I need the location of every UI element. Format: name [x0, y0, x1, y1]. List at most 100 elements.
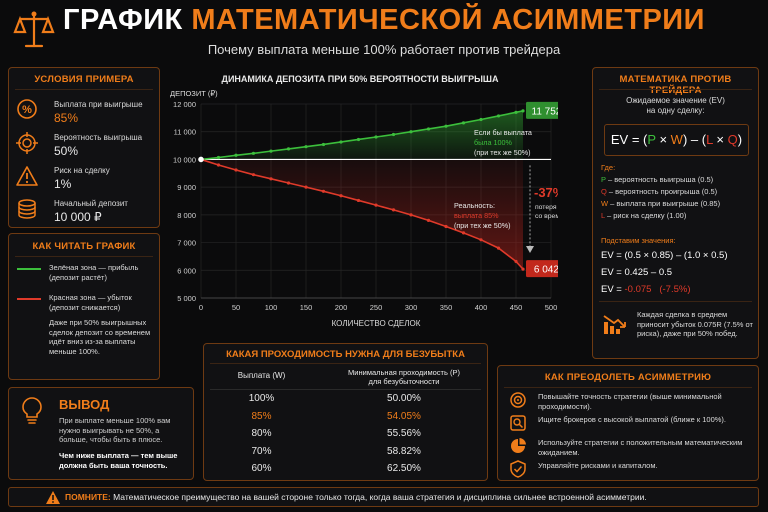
def-line: P – вероятность выигрыша (0.5) [601, 175, 756, 187]
data-point-green [339, 140, 343, 144]
overcome-item-text: Управляйте рисками и капиталом. [538, 461, 658, 470]
title-orange: МАТЕМАТИЧЕСКОЙ АСИММЕТРИИ [191, 4, 705, 36]
data-point-red [496, 246, 501, 250]
def-text: – вероятность проигрыша (0.5) [606, 187, 718, 196]
math-note: Каждая сделка в среднем приносит убыток … [637, 310, 753, 338]
annotation-green-l1: Если бы выплата [474, 128, 532, 137]
series-line-green [200, 110, 524, 161]
pie-chart-icon [509, 437, 527, 460]
conclusion-panel: ВЫВОД При выплате меньше 100% вам нужно … [8, 387, 194, 480]
deposit-chart: 5 000 6 000 7 000 8 000 9 000 10 000 11 000 12 … [170, 89, 558, 328]
formula-d: × [712, 132, 728, 147]
series-line-red [200, 158, 524, 270]
lightbulb-icon [19, 396, 45, 431]
coins-icon [16, 198, 38, 225]
x-tick-label: 50 [232, 303, 240, 312]
data-point-green [426, 127, 431, 131]
breakeven-payout: 85% [251, 410, 272, 422]
def-line: W – выплата при выигрыше (0.85) [601, 199, 756, 211]
data-point-red [251, 173, 256, 177]
loss-note-l1: потеря депозита [535, 204, 558, 211]
y-axis-label: ДЕПОЗИТ (₽) [170, 89, 218, 98]
x-tick-label: 0 [199, 303, 203, 312]
percent-icon: % [16, 98, 38, 125]
footer-bar: ПОМНИТЕ: Математическое преимущество на … [8, 487, 759, 507]
breakeven-payout: 60% [251, 463, 272, 474]
loss-percent: -37% [534, 185, 558, 200]
breakeven-min-rate: 58.82% [387, 445, 421, 457]
formula-p: P [647, 132, 656, 147]
data-point-green [521, 109, 525, 113]
data-point-red [479, 238, 483, 242]
legend-red-l1: Красная зона — убыток [49, 293, 132, 302]
annotation-red-l3: (при тех же 50%) [454, 221, 511, 230]
breakeven-col2-l1: Минимальная проходимость (P) [348, 368, 460, 377]
data-point-red [461, 231, 466, 235]
data-point-red [514, 259, 518, 264]
cond-value-deposit: 10 000 ₽ [54, 210, 102, 224]
loss-arrowhead [526, 246, 534, 253]
def-text: – вероятность выигрыша (0.5) [605, 175, 714, 184]
page-subtitle: Почему выплата меньше 100% работает прот… [207, 42, 561, 57]
end-label-red-box [526, 260, 558, 278]
data-point-red [304, 185, 308, 189]
calc-line-1: EV = (0.5 × 0.85) – (1.0 × 0.5) [601, 250, 728, 261]
conclusion-text: При выплате меньше 100% вам нужно выигры… [59, 416, 171, 444]
data-point-red [374, 203, 378, 207]
page-title: ГРАФИК МАТЕМАТИЧЕСКОЙ АСИММЕТРИИ [0, 4, 768, 37]
cond-label-deposit: Начальный депозит [54, 199, 128, 208]
conclusion-bold: Чем ниже выплата — тем выше должна быть … [59, 451, 178, 470]
y-tick-label: 6 000 [177, 266, 196, 275]
data-point-red [391, 208, 396, 212]
x-tick-label: 300 [405, 303, 418, 312]
data-point-red [234, 168, 238, 172]
loss-note-l2: со временем [535, 213, 558, 220]
calc-line-2: EV = 0.425 – 0.5 [601, 267, 673, 278]
legend-green-l2: (депозит растёт) [49, 273, 107, 282]
math-panel: МАТЕМАТИКА ПРОТИВ ТРЕЙДЕРА Ожидаемое зна… [592, 67, 759, 359]
conditions-panel: УСЛОВИЯ ПРИМЕРА % Выплата при выигрыше 8… [8, 67, 160, 228]
data-point-green [304, 145, 308, 149]
title-white: ГРАФИК [63, 4, 183, 36]
y-tick-label: 9 000 [177, 183, 196, 192]
howto-title: КАК ЧИТАТЬ ГРАФИК [32, 241, 136, 252]
ev-intro-l1: Ожидаемое значение (EV) [626, 96, 725, 105]
def-line: L – риск на сделку (1.00) [601, 211, 756, 223]
x-tick-label: 200 [335, 303, 348, 312]
annotation-green-l2: была 100% [474, 138, 512, 147]
overcome-panel: КАК ПРЕОДОЛЕТЬ АСИММЕТРИЮ Повышайте точн… [497, 365, 759, 481]
data-point-red [356, 198, 361, 203]
conditions-title: УСЛОВИЯ ПРИМЕРА [34, 74, 134, 85]
breakeven-payout: 70% [251, 445, 272, 457]
cond-label-risk: Риск на сделку [54, 166, 110, 175]
formula-w: W [670, 132, 683, 147]
data-point-green [479, 117, 483, 122]
svg-text:%: % [22, 104, 32, 116]
cond-value-payout: 85% [54, 111, 79, 125]
warning-icon [16, 165, 38, 192]
data-point-red [216, 163, 221, 167]
chart-title: ДИНАМИКА ДЕПОЗИТА ПРИ 50% ВЕРОЯТНОСТИ ВЫ… [221, 74, 499, 84]
def-symbol: Q [601, 187, 607, 196]
y-tick-label: 7 000 [177, 239, 196, 248]
end-label-red: 6 042 ₽ [534, 265, 558, 276]
breakeven-payout: 100% [248, 393, 275, 404]
x-tick-label: 250 [370, 303, 383, 312]
start-point [198, 156, 204, 163]
data-point-green [234, 153, 238, 157]
calc-line-3: EV = -0.075 (-7.5%) [601, 284, 691, 295]
data-point-green [269, 149, 273, 153]
data-point-green [286, 147, 291, 151]
formula-a: EV = ( [610, 132, 648, 147]
footer-text: ПОМНИТЕ: Математическое преимущество на … [65, 492, 647, 502]
data-point-green [409, 130, 413, 134]
data-point-red [321, 189, 326, 193]
trend-down-icon [602, 312, 628, 341]
footer-message: Математическое преимущество на вашей сто… [113, 492, 647, 502]
data-point-green [444, 124, 448, 128]
y-tick-label: 12 000 [173, 100, 196, 109]
overcome-title: КАК ПРЕОДОЛЕТЬ АСИММЕТРИЮ [544, 372, 712, 383]
legend-red-l2: (депозит снижается) [49, 303, 121, 312]
data-point-green [461, 121, 466, 125]
data-point-green [251, 151, 256, 155]
